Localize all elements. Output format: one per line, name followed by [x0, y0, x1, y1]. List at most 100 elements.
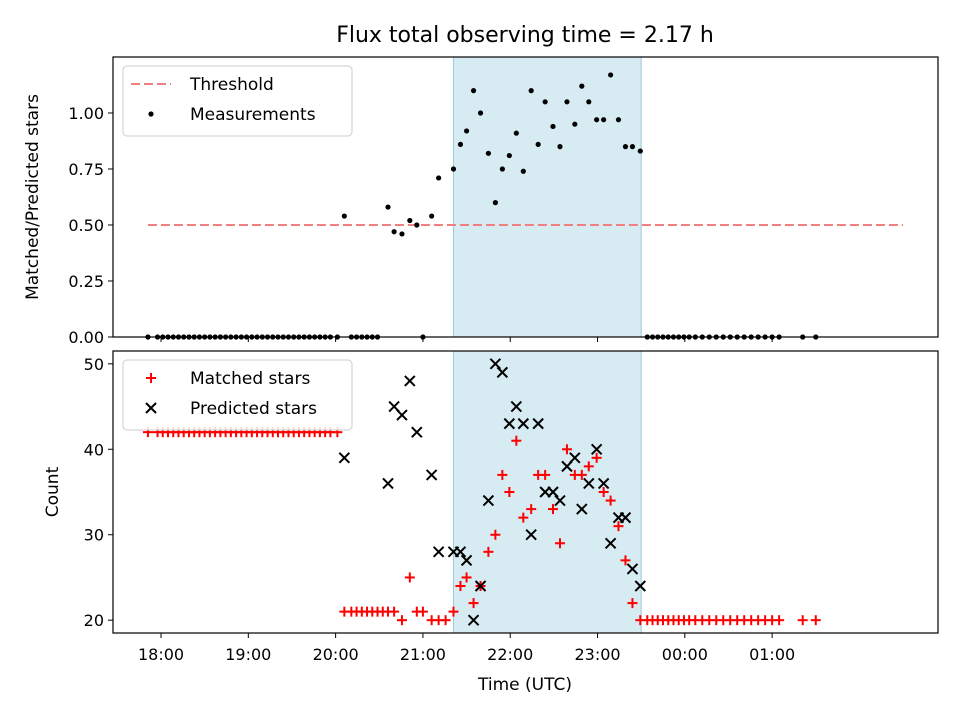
legend-box: [122, 359, 353, 431]
predicted-star-point: [532, 417, 544, 430]
measurement-point: [391, 229, 397, 235]
predicted-star-point-b: [597, 477, 610, 490]
matched-star-point: [613, 521, 624, 532]
predicted-star-point: [634, 580, 647, 592]
matched-star-point: [404, 572, 415, 583]
predicted-star-point: [597, 477, 610, 490]
x-tick-label: 22:00: [487, 645, 533, 664]
predicted-star-point-b: [454, 546, 467, 558]
matched-star-point: [448, 606, 459, 617]
predicted-star-point-b: [388, 400, 400, 413]
x-tick-label: 00:00: [662, 645, 708, 664]
measurement-point: [457, 141, 464, 147]
predicted-star-point-b: [604, 537, 617, 549]
matched-star-point: [417, 606, 428, 617]
measurement-point: [477, 110, 484, 116]
matched-star-point: [605, 495, 616, 506]
predicted-star-point-b: [547, 486, 559, 498]
predicted-star-point: [503, 417, 516, 430]
measurement-point: [463, 128, 470, 134]
y-tick-label: 40: [84, 440, 104, 459]
legend-matched-swatch: [146, 373, 156, 383]
matched-star-point: [440, 615, 451, 626]
matched-star-point: [774, 615, 785, 626]
predicted-star-point: [569, 452, 581, 464]
predicted-star-point: [590, 443, 603, 455]
matched-star-point: [504, 487, 515, 497]
measurement-point: [615, 117, 622, 123]
predicted-star-point: [482, 494, 495, 507]
legend-label: Measurements: [190, 105, 316, 125]
measurement-point: [399, 231, 405, 237]
legend-label: Threshold: [189, 75, 274, 95]
legend-box: [122, 65, 353, 137]
predicted-star-point: [454, 546, 467, 558]
matched-star-point: [548, 504, 558, 515]
predicted-star-point: [467, 614, 480, 626]
predicted-star-point: [547, 486, 559, 498]
matched-star-point: [583, 461, 594, 472]
matched-star-point: [810, 615, 821, 626]
legend-label: Matched stars: [190, 369, 310, 389]
predicted-star-point-b: [467, 614, 480, 626]
observing-window-span: [452, 350, 642, 634]
measurement-point: [450, 166, 457, 172]
measurement-point: [429, 213, 435, 219]
predicted-star-point: [496, 366, 509, 379]
x-axis-label: Time (UTC): [477, 675, 572, 695]
predicted-star-point-b: [569, 452, 581, 464]
measurement-point: [485, 150, 491, 156]
measurement-point: [520, 168, 526, 174]
predicted-star-point: [554, 494, 566, 507]
matched-star-point: [389, 606, 400, 617]
predicted-star-point: [604, 537, 617, 549]
legend: Matched stars Predicted stars: [122, 359, 353, 431]
measurement-point: [594, 117, 600, 123]
predicted-star-point-b: [626, 563, 639, 575]
measurement-point: [608, 72, 614, 78]
predicted-star-point: [489, 358, 502, 370]
matched-star-point: [490, 529, 501, 540]
y-axis-label-top: Matched/Predicted stars: [23, 94, 43, 300]
predicted-star-point: [460, 554, 473, 567]
predicted-star-point-b: [382, 477, 394, 490]
legend-predicted-swatch-b: [145, 402, 157, 414]
matched-star-point: [511, 435, 522, 446]
y-axis-label-bottom: Count: [43, 466, 63, 517]
observing-window-span: [452, 56, 642, 338]
predicted-star-point-b: [396, 409, 408, 421]
predicted-star-point: [396, 409, 408, 421]
predicted-star-point-b: [432, 546, 445, 558]
measurement-point: [535, 141, 541, 147]
measurement-point: [506, 152, 512, 159]
predicted-star-point-b: [411, 426, 423, 438]
matched-star-point: [620, 555, 631, 566]
legend-measurement-swatch: [148, 111, 154, 117]
x-tick-label: 23:00: [574, 645, 620, 664]
x-tick-label: 20:00: [313, 645, 359, 664]
measurement-point: [572, 121, 578, 127]
legend-predicted-swatch: [145, 402, 157, 414]
predicted-star-point-b: [532, 417, 544, 430]
x-tick-label: 01:00: [749, 645, 795, 664]
x-tick-label: 21:00: [400, 645, 446, 664]
measurement-point: [550, 123, 556, 130]
predicted-star-point-b: [619, 511, 632, 524]
measurement-point: [601, 117, 607, 123]
measurement-point: [414, 222, 420, 228]
matched-star-point: [797, 615, 808, 626]
measurement-point: [629, 144, 636, 150]
predicted-star-point-b: [482, 494, 495, 507]
y-tick-label: 50: [84, 355, 104, 374]
predicted-star-point-b: [576, 503, 588, 515]
y-tick-label: 0.00: [68, 328, 104, 347]
y-tick-label: 0.50: [68, 216, 104, 235]
predicted-star-point: [382, 477, 394, 490]
matched-star-point: [561, 444, 572, 455]
matched-star-point: [576, 469, 587, 480]
predicted-star-point-b: [583, 477, 595, 490]
y-tick-label: 0.25: [68, 272, 104, 291]
predicted-star-point: [404, 375, 416, 387]
predicted-star-point: [517, 417, 530, 430]
predicted-star-point-b: [554, 494, 566, 507]
